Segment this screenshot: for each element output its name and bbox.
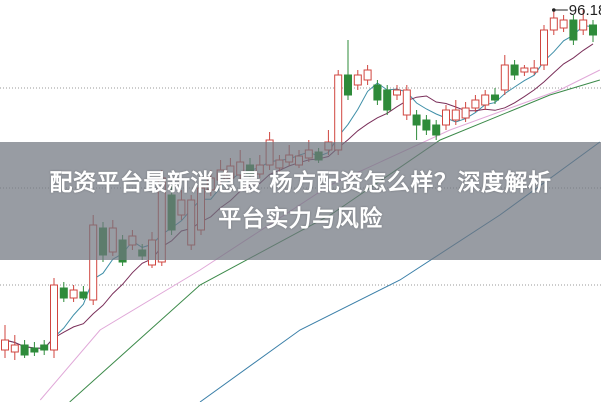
candle-body — [30, 347, 39, 353]
candle-body — [589, 24, 597, 36]
candle-body — [569, 19, 578, 41]
candle-body — [10, 344, 19, 353]
candle-body — [20, 344, 29, 356]
candle-body — [344, 74, 352, 96]
candle-body — [79, 291, 88, 299]
candle-body — [422, 119, 431, 131]
candle-body — [451, 109, 460, 121]
candle-body — [69, 289, 78, 299]
candle-body — [1, 339, 9, 351]
max-price-label: 96.18 — [569, 2, 601, 19]
candle-body — [363, 69, 372, 81]
candle-body — [383, 89, 392, 111]
candle-body — [500, 64, 509, 91]
candle-body — [402, 89, 411, 116]
candle-body — [393, 89, 401, 96]
candle-body — [520, 67, 529, 73]
candle-body — [491, 94, 499, 101]
title-overlay: 配资平台最新消息最 杨方配资怎么样？深度解析 平台实力与风险 — [0, 142, 601, 260]
candle-body — [559, 19, 568, 29]
candle-body — [471, 99, 480, 109]
candle-body — [540, 29, 548, 66]
candle-body — [334, 74, 343, 151]
candle-body — [40, 344, 49, 351]
candle-body — [510, 64, 519, 76]
candle-body — [59, 287, 68, 299]
candle-body — [549, 17, 558, 31]
article-title-line1: 配资平台最新消息最 杨方配资怎么样？深度解析 — [49, 170, 552, 196]
candle-body — [461, 107, 470, 119]
candle-body — [442, 109, 450, 126]
price-annotation-dot — [552, 8, 556, 12]
candle-body — [579, 19, 588, 31]
candle-body — [481, 94, 490, 106]
candle-body — [373, 84, 382, 101]
candle-body — [412, 114, 421, 126]
candle-body — [50, 284, 58, 351]
article-title-line2: 平台实力与风险 — [218, 206, 383, 232]
candle-body — [432, 124, 441, 136]
candle-body — [353, 74, 362, 86]
candle-body — [530, 67, 539, 73]
